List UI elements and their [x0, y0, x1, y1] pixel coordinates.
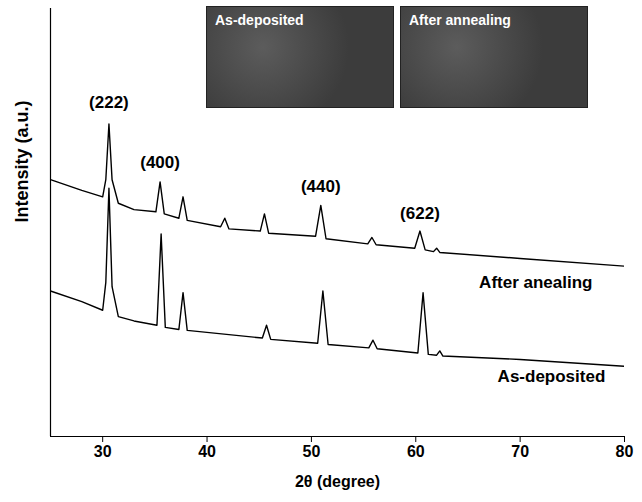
svg-text:(622): (622): [400, 204, 440, 223]
svg-text:(222): (222): [89, 93, 129, 112]
svg-text:50: 50: [303, 443, 321, 460]
svg-text:(400): (400): [140, 153, 180, 172]
svg-text:Intensity (a.u.): Intensity (a.u.): [12, 100, 32, 222]
html-text:As-deposited: As-deposited: [215, 12, 304, 28]
svg-text:80: 80: [616, 443, 634, 460]
svg-text:70: 70: [511, 443, 529, 460]
svg-text:(440): (440): [301, 177, 341, 196]
svg-text:40: 40: [198, 443, 216, 460]
html-text:After annealing: After annealing: [409, 12, 511, 28]
svg-text:60: 60: [407, 443, 425, 460]
svg-text:2θ (degree): 2θ (degree): [295, 473, 380, 490]
svg-text:As-deposited: As-deposited: [498, 367, 606, 386]
svg-text:30: 30: [94, 443, 112, 460]
svg-text:After anealing: After anealing: [479, 273, 592, 292]
